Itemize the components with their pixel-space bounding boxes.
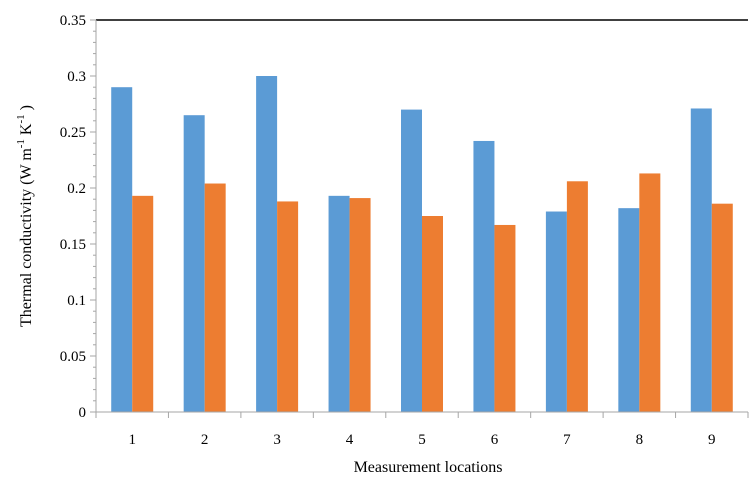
bar-series2-location-7	[566, 181, 588, 412]
bar-series1-location-3	[256, 76, 278, 412]
bar-series2-location-4	[349, 198, 371, 412]
bar-series2-location-6	[494, 224, 516, 412]
x-tick-label-1: 1	[128, 432, 136, 448]
x-tick-label-9: 9	[708, 432, 716, 448]
bar-series2-location-5	[422, 216, 443, 412]
x-tick-label-7: 7	[563, 432, 571, 448]
bar-series2-location-3	[277, 201, 299, 412]
bar-series1-location-2	[183, 115, 205, 412]
bar-series2-location-2	[204, 183, 226, 412]
bar-series2-location-9	[711, 203, 733, 412]
x-tick-label-6: 6	[491, 432, 499, 448]
y-axis-title-sup1: -1	[15, 139, 27, 148]
y-tick-label-0.25: 0.25	[60, 125, 86, 141]
bars-group	[111, 76, 733, 412]
bar-series1-location-9	[690, 108, 712, 412]
bar-series1-location-8	[618, 208, 640, 412]
bar-series1-location-7	[545, 211, 567, 412]
x-tick-label-4: 4	[346, 432, 354, 448]
x-tick-label-2: 2	[201, 432, 209, 448]
y-tick-label-0.35: 0.35	[60, 13, 86, 29]
y-axis-title: Thermal conductivity (W m-1 K-1 )	[15, 105, 35, 327]
x-tick-label-3: 3	[273, 432, 281, 448]
y-axis-title-end: )	[18, 105, 35, 114]
bar-series2-location-8	[639, 173, 661, 412]
bar-series1-location-5	[401, 109, 422, 412]
y-tick-label-0.15: 0.15	[60, 237, 86, 253]
bar-series1-location-1	[111, 87, 133, 412]
x-ticks-group: 1 2 3 4 5 6 7 8 9	[95, 412, 749, 448]
y-tick-label-0.05: 0.05	[60, 349, 86, 365]
y-tick-label-0.3: 0.3	[67, 69, 86, 85]
y-tick-label-0: 0	[79, 405, 87, 421]
x-tick-label-8: 8	[636, 432, 644, 448]
bar-series1-location-6	[473, 140, 495, 412]
y-axis-title-mid: K	[18, 123, 35, 139]
bar-series1-location-4	[328, 195, 350, 412]
y-axis-title-sup2: -1	[15, 114, 27, 123]
y-ticks-group: 0 0.05 0.1 0.15 0.2 0.25 0.3 0.35	[60, 13, 96, 421]
y-tick-label-0.1: 0.1	[67, 293, 86, 309]
y-tick-label-0.2: 0.2	[67, 181, 86, 197]
y-axis-title-main: Thermal conductivity (W m	[18, 148, 35, 327]
x-axis-title: Measurement locations	[354, 459, 503, 476]
bar-series2-location-1	[132, 195, 154, 412]
x-tick-label-5: 5	[418, 432, 426, 448]
